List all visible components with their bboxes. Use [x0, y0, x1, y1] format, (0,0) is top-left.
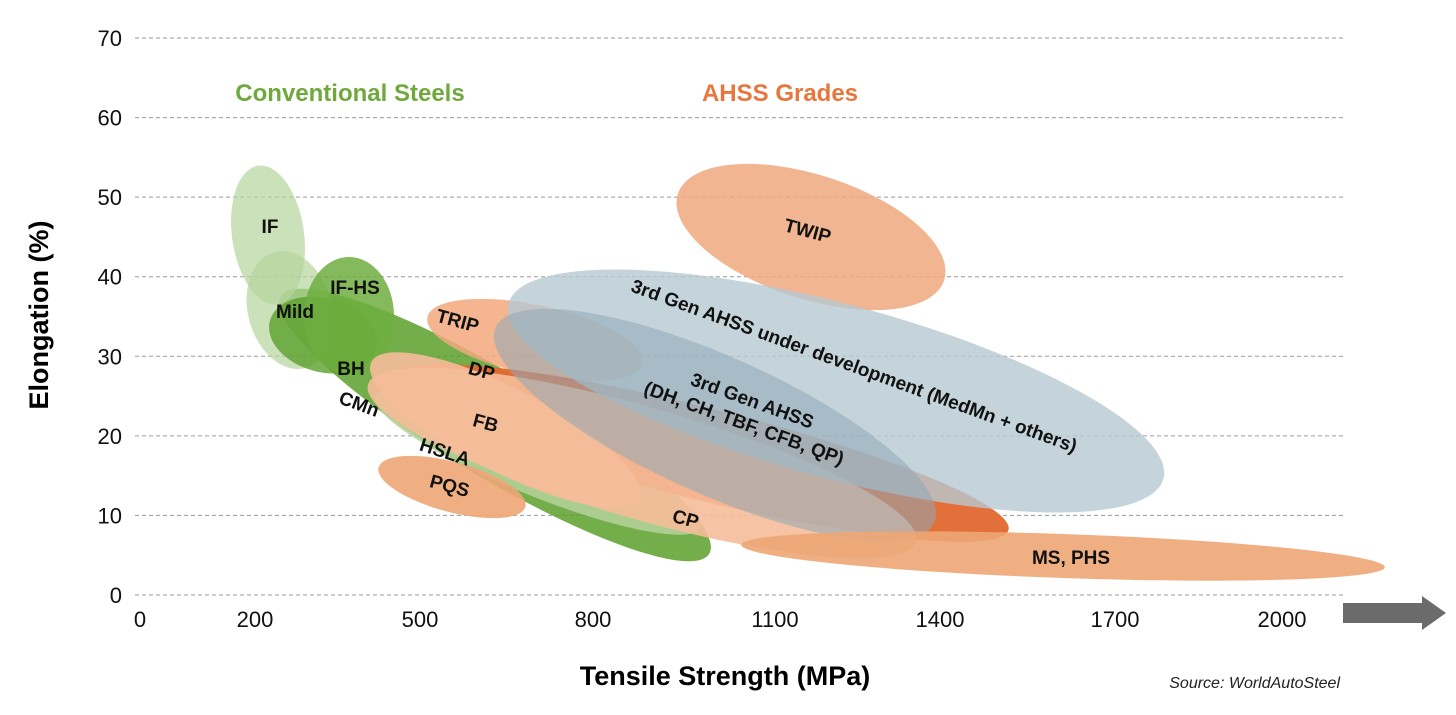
label-bh: BH: [337, 359, 364, 380]
label-if-hs: IF-HS: [330, 278, 380, 299]
region-ms-phs: [741, 531, 1385, 581]
x-tick-label: 800: [575, 607, 612, 632]
axis-ticks: 0 10 20 30 40 50 60 70 0 200 500 800 1100 1400 1700 200…: [98, 26, 1307, 632]
label-mild: Mild: [276, 302, 314, 323]
y-tick-label: 0: [110, 583, 122, 608]
steel-regions: [231, 163, 1385, 581]
y-tick-label: 70: [98, 26, 122, 51]
group-label-conventional-steels: Conventional Steels: [235, 80, 464, 107]
x-tick-label: 1100: [751, 607, 798, 632]
region-pqs: [378, 455, 526, 519]
x-tick-label: 1400: [916, 607, 965, 632]
group-labels: Conventional Steels AHSS Grades: [235, 80, 858, 107]
region-3rd-gen-ahss-under-development-medmn-others: [507, 269, 1165, 513]
x-tick-label: 1700: [1091, 607, 1140, 632]
x-axis-arrow-icon: [1343, 596, 1446, 630]
x-tick-label: 0: [134, 607, 146, 632]
group-label-ahss-grades: AHSS Grades: [702, 80, 858, 107]
region-twip: [676, 163, 946, 311]
y-tick-label: 20: [98, 424, 122, 449]
region-if-hs: [304, 257, 394, 375]
x-tick-label: 500: [402, 607, 439, 632]
y-tick-label: 30: [98, 344, 122, 369]
x-tick-label: 2000: [1258, 607, 1307, 632]
x-axis-title: Tensile Strength (MPa): [580, 661, 871, 691]
x-tick-label: 200: [237, 607, 274, 632]
y-axis-title: Elongation (%): [24, 221, 54, 410]
label-ms-phs: MS, PHS: [1032, 548, 1110, 569]
y-tick-label: 60: [98, 106, 122, 131]
y-tick-label: 10: [98, 503, 122, 528]
label-if: IF: [262, 217, 279, 238]
y-tick-label: 40: [98, 265, 122, 290]
y-tick-label: 50: [98, 185, 122, 210]
source-note: Source: WorldAutoSteel: [1169, 675, 1340, 692]
region-3rd-gen-ahss-dh-ch-tbf-cfb-qp: [493, 308, 937, 542]
